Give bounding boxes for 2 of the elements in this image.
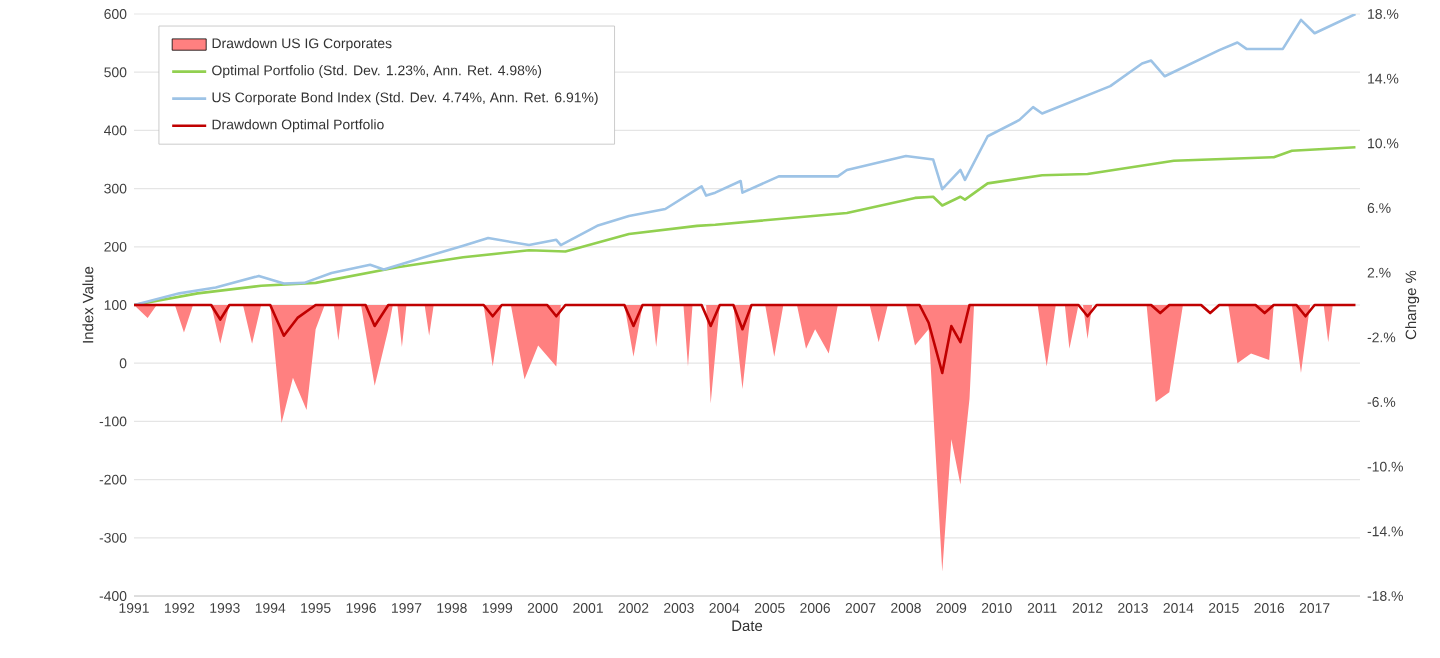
line-series xyxy=(134,14,1357,307)
line-series xyxy=(134,303,1357,375)
